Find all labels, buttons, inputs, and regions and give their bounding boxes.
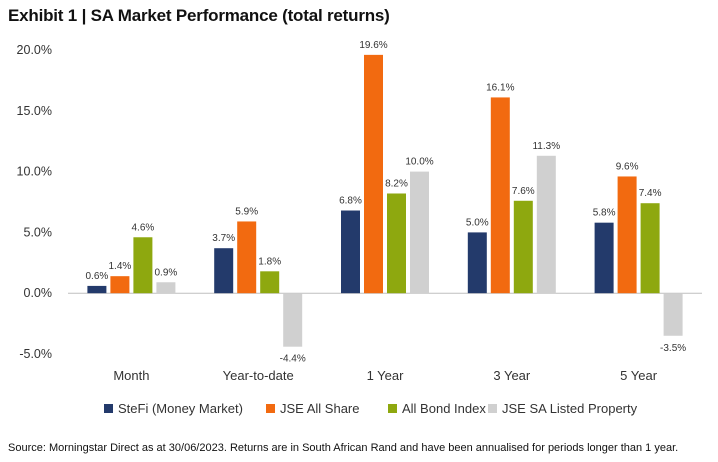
legend-swatch	[104, 404, 113, 413]
y-tick-label: 0.0%	[24, 286, 53, 300]
source-note: Source: Morningstar Direct as at 30/06/2…	[8, 442, 679, 454]
bar	[260, 271, 280, 294]
chart-title: Exhibit 1 | SA Market Performance (total…	[8, 6, 390, 25]
data-label: 19.6%	[359, 40, 387, 51]
bar	[513, 200, 533, 294]
data-label: 11.3%	[532, 141, 560, 152]
bar	[663, 293, 683, 336]
legend-label: All Bond Index	[402, 401, 486, 416]
y-tick-label: 10.0%	[17, 165, 52, 179]
data-label: 0.6%	[86, 271, 109, 282]
data-label: 4.6%	[132, 222, 155, 233]
x-tick-label: 1 Year	[367, 368, 405, 383]
x-tick-label: 5 Year	[620, 368, 658, 383]
data-label: 16.1%	[486, 82, 514, 93]
bar	[214, 248, 234, 294]
legend-label: SteFi (Money Market)	[118, 401, 243, 416]
x-tick-label: Year-to-date	[223, 368, 294, 383]
bar-chart: -5.0% 0.0% 5.0% 10.0% 15.0% 20.0% 0.6%1.4% 4.6%…	[17, 40, 702, 416]
bar	[617, 176, 637, 294]
y-tick-label: 5.0%	[24, 225, 53, 239]
y-tick-label: 20.0%	[17, 43, 52, 57]
bar	[594, 222, 614, 294]
data-label: 1.8%	[258, 256, 281, 267]
data-label: 5.8%	[593, 208, 616, 219]
data-label: 1.4%	[109, 261, 132, 272]
bar	[341, 210, 360, 294]
legend-swatch	[488, 404, 497, 413]
bar	[387, 193, 406, 294]
bar	[640, 203, 660, 294]
bar	[237, 221, 257, 294]
bar	[156, 282, 176, 294]
legend-swatch	[266, 404, 275, 413]
data-label: 5.0%	[466, 217, 489, 228]
legend-label: JSE All Share	[280, 401, 360, 416]
data-label: -4.4%	[280, 354, 306, 365]
data-label: 0.9%	[155, 267, 178, 278]
bar	[87, 285, 107, 294]
data-label: 5.9%	[235, 206, 258, 217]
data-label: 8.2%	[385, 178, 408, 189]
data-label: 10.0%	[405, 157, 433, 168]
data-label: 9.6%	[616, 161, 639, 172]
data-label: -3.5%	[660, 343, 686, 354]
data-label: 7.6%	[512, 186, 535, 197]
bar	[467, 232, 487, 294]
y-tick-label: 15.0%	[17, 104, 52, 118]
legend-label: JSE SA Listed Property	[502, 401, 638, 416]
x-tick-label: Month	[113, 368, 149, 383]
legend-swatch	[388, 404, 397, 413]
bar	[364, 54, 383, 294]
data-label: 6.8%	[339, 196, 362, 207]
x-tick-label: 3 Year	[493, 368, 531, 383]
bar	[490, 97, 510, 294]
y-tick-label: -5.0%	[19, 347, 52, 361]
bar	[410, 171, 429, 294]
bar	[283, 293, 303, 347]
bar	[110, 276, 130, 294]
bar	[133, 237, 153, 294]
data-label: 3.7%	[212, 233, 235, 244]
bar	[536, 155, 556, 294]
data-label: 7.4%	[639, 188, 662, 199]
